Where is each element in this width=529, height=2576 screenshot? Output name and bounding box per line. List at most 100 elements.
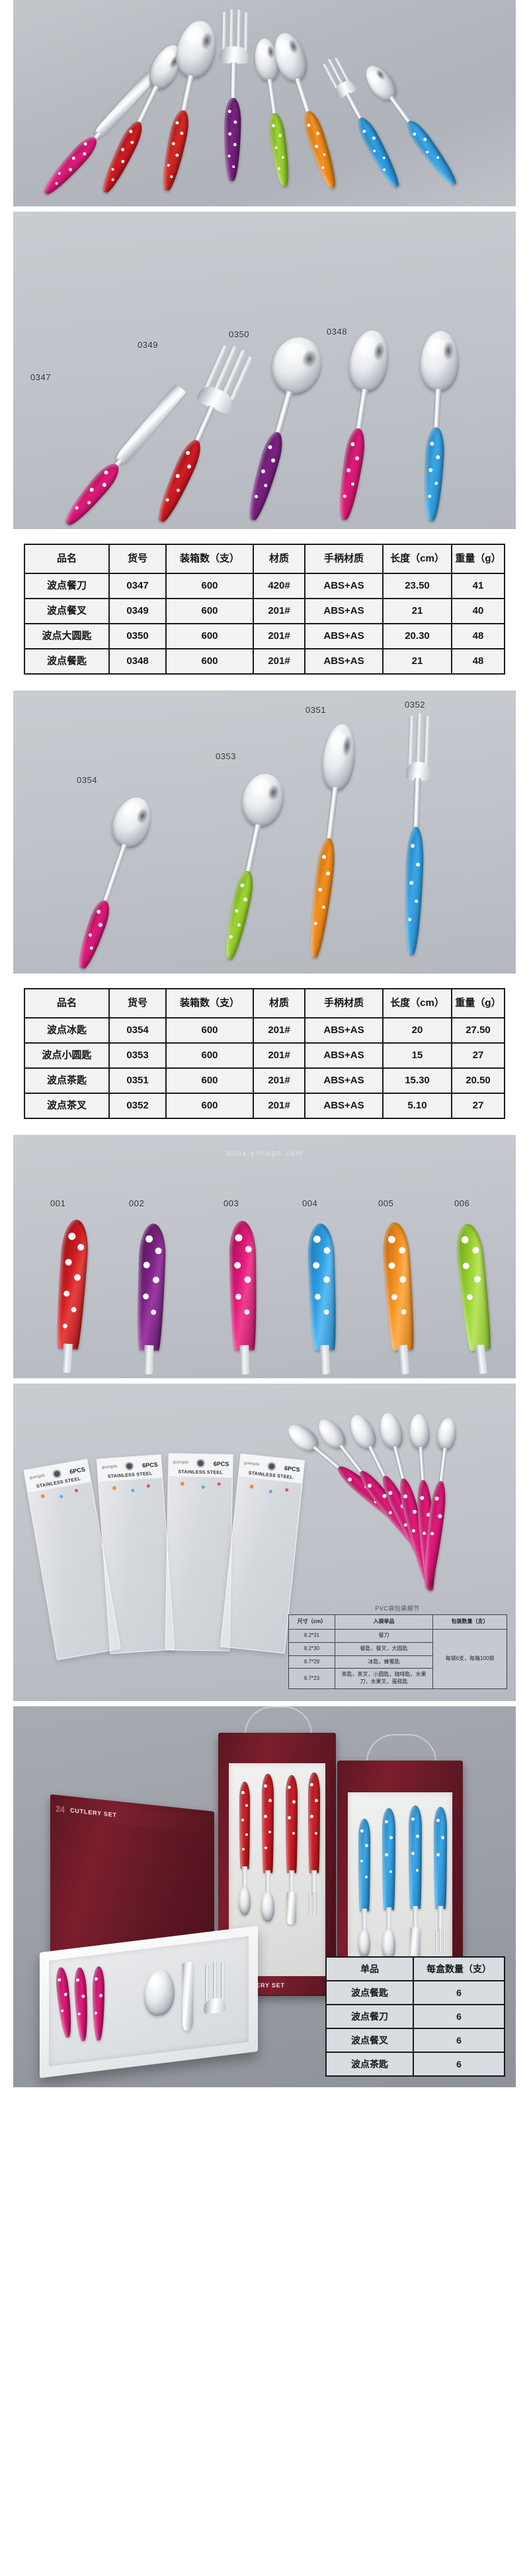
code-label-0354: 0354 (77, 775, 97, 785)
th-item-code: 货号 (108, 544, 167, 574)
cell-material: 201# (253, 623, 305, 649)
open-display-box (40, 1925, 258, 2079)
table-row: 波点餐匙 6 (325, 1980, 505, 2005)
photo-spoon-0348 (319, 327, 399, 525)
cell-size: 8.2*31 (288, 1629, 335, 1643)
table-row: 波点餐刀 0347 600 420# ABS+AS 23.50 41 (24, 573, 505, 599)
bag-material-label: STAINLESS STEEL (178, 1470, 224, 1475)
th-size: 尺寸（cm） (288, 1614, 335, 1630)
tea-cutlery-codes-photo: 0354 0353 0351 0352 (13, 690, 516, 974)
cell-single-item: 波点餐刀 (325, 2004, 414, 2029)
bag-header: guangda 6PCS STAINLESS STEEL (168, 1454, 233, 1478)
cell-carton-qty: 600 (165, 598, 254, 624)
handle-label-005: 005 (378, 1198, 394, 1208)
table-header-row: 单品 每盒数量（支） (325, 1956, 505, 1981)
box-title-number: 24 (56, 1804, 65, 1815)
handle-swatch-magenta (225, 1220, 262, 1375)
table-row: 8.2*31 餐刀 每袋6支，每箱100袋 (288, 1629, 507, 1689)
table-row: 6.7*29 冰匙，蜂蜜匙 (288, 1655, 507, 1669)
handle-label-003: 003 (224, 1198, 239, 1208)
cell-product-name: 波点冰匙 (24, 1017, 110, 1044)
bag-header: guangda 6PCS STAINLESS STEEL (238, 1454, 304, 1484)
photo-tea-fork-0352 (391, 713, 440, 962)
table-row: 波点冰匙 0354 600 201# ABS+AS 20 27.50 (24, 1017, 505, 1044)
cell-handle-material: ABS+AS (304, 1093, 384, 1119)
handle-swatch-green (450, 1222, 499, 1375)
cell-single-item: 波点茶匙 (325, 2052, 414, 2077)
photo-teaspoon-0351 (292, 722, 364, 963)
bag-brand-label: guangda (173, 1460, 188, 1465)
handle-color-swatches-photo: alios.yimago.com 001 002 003 004 005 006 (13, 1135, 516, 1378)
th-product-name: 品名 (24, 988, 110, 1018)
bag-material-label: STAINLESS STEEL (107, 1471, 153, 1479)
th-bagged-items: 入袋单品 (335, 1614, 433, 1630)
cell-product-name: 波点茶叉 (24, 1093, 110, 1119)
hang-hole-icon (52, 1468, 62, 1479)
cell-item-code: 0351 (108, 1067, 167, 1094)
tea-cutlery-spec-table: 品名 货号 装箱数（支） 材质 手柄材质 长度（cm） 重量（g） 波点冰匙 0… (24, 988, 505, 1119)
th-carton-qty: 装箱数（支） (165, 988, 254, 1018)
box-title-text: CUTLERY SET (238, 1982, 285, 1989)
handle-label-006: 006 (454, 1198, 470, 1208)
cell-material: 201# (253, 1017, 305, 1044)
window-item-3 (409, 1806, 422, 1960)
photo-spoon-blue (406, 329, 466, 525)
cell-item-code: 0350 (108, 623, 167, 649)
cell-length: 21 (382, 648, 452, 675)
cell-material: 201# (253, 1093, 305, 1119)
box-quantity-table: 单品 每盒数量（支） 波点餐匙 6 波点餐刀 6 波点餐叉 6 (325, 1956, 505, 2077)
cell-product-name: 波点小圆匙 (24, 1042, 110, 1069)
cell-size: 6.7*23 (288, 1668, 335, 1689)
window-item-4 (308, 1772, 320, 1925)
cell-weight: 20.50 (451, 1067, 505, 1094)
cell-product-name: 波点餐刀 (24, 573, 110, 599)
hero-photo (13, 0, 516, 206)
cell-item-code: 0349 (108, 598, 167, 624)
hang-hole-icon (196, 1458, 205, 1468)
bag-brand-label: guangda (29, 1474, 46, 1481)
table-row: 波点茶匙 0351 600 201# ABS+AS 15.30 20.50 (24, 1067, 505, 1094)
handle-label-002: 002 (129, 1198, 145, 1208)
cell-carton-qty: 600 (165, 573, 254, 599)
cell-carton-qty: 600 (165, 648, 254, 675)
cell-material: 201# (253, 1067, 305, 1094)
bag-brand-label: guangda (101, 1464, 118, 1470)
cell-item-code: 0353 (108, 1042, 167, 1069)
th-weight: 重量（g） (451, 544, 505, 574)
cell-handle-material: ABS+AS (304, 1067, 384, 1094)
code-label-0348: 0348 (327, 327, 347, 337)
cell-length: 5.10 (382, 1093, 452, 1119)
cell-single-item: 波点餐叉 (325, 2028, 414, 2053)
th-single-item: 单品 (325, 1956, 414, 1981)
cell-bagged-items: 茶匙，茶叉，小圆匙，咖啡匙，水果刀，水果叉，蛋糕匙 (335, 1668, 433, 1689)
bag-pcs-label: 6PCS (213, 1460, 229, 1468)
th-qty-per-box: 每盒数量（支） (413, 1956, 505, 1981)
cell-handle-material: ABS+AS (304, 573, 384, 599)
hang-hole-icon (124, 1461, 134, 1471)
cell-size: 6.7*29 (288, 1655, 335, 1669)
table-row: 波点餐匙 0348 600 201# ABS+AS 21 48 (24, 648, 505, 675)
table-row: 波点餐刀 6 (325, 2004, 505, 2029)
cell-product-name: 波点茶匙 (24, 1067, 110, 1094)
cell-bagged-items: 餐刀 (335, 1629, 433, 1643)
cell-bagged-items: 餐匙，餐叉，大圆匙 (335, 1641, 433, 1656)
cell-size: 8.2*30 (288, 1641, 335, 1656)
cell-handle-material: ABS+AS (304, 598, 384, 624)
cell-handle-material: ABS+AS (304, 1017, 384, 1044)
cell-material: 201# (253, 598, 305, 624)
code-label-0349: 0349 (138, 340, 158, 350)
th-material: 材质 (253, 988, 305, 1018)
cell-weight: 27 (451, 1093, 505, 1119)
pvc-table-block: PVC袋包装细节 尺寸（cm） 入袋单品 包装数量（支） 8.2*31 餐刀 每… (288, 1604, 507, 1689)
cutlery-fork-purple (212, 9, 255, 195)
window-item-3 (286, 1775, 298, 1925)
cell-length: 15.30 (382, 1067, 452, 1094)
cell-product-name: 波点餐叉 (24, 598, 110, 624)
dinner-spec-table-wrap: 品名 货号 装箱数（支） 材质 手柄材质 长度（cm） 重量（g） 波点餐刀 0… (13, 534, 516, 685)
cell-length: 20.30 (382, 623, 452, 649)
handle-swatch-blue (303, 1223, 343, 1375)
cell-product-name: 波点大圆匙 (24, 623, 110, 649)
window-item-4 (434, 1807, 447, 1960)
bag-brand-label: guangda (243, 1461, 260, 1467)
box-window (229, 1763, 325, 1985)
